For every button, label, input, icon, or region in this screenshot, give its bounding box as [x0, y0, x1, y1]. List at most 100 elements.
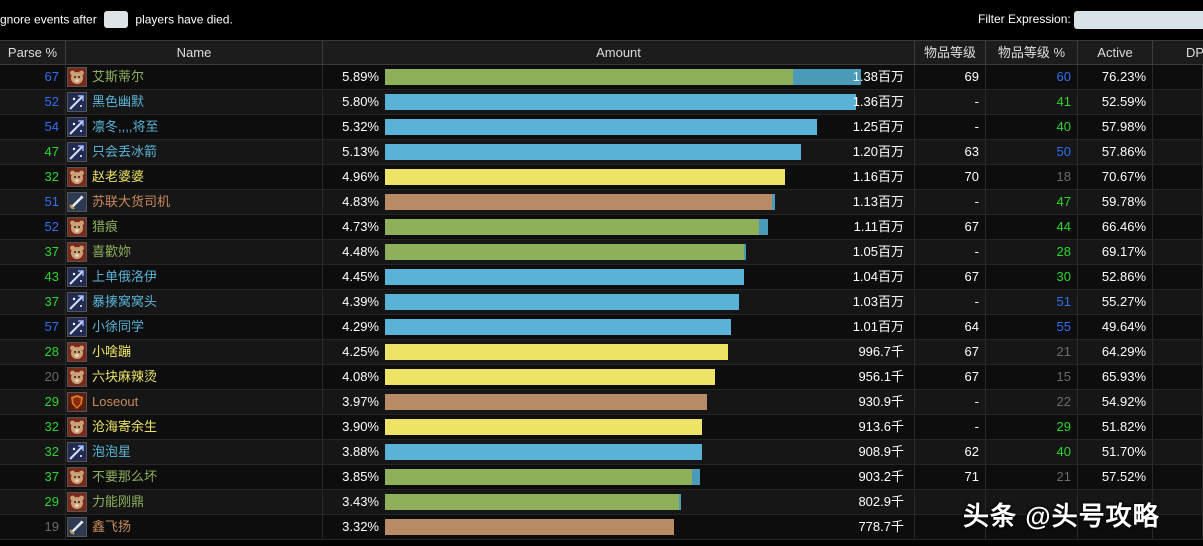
filter-expression-input[interactable]: [1074, 11, 1203, 29]
player-name[interactable]: 赵老婆婆: [92, 169, 145, 184]
player-name[interactable]: 苏联大货司机: [92, 194, 171, 209]
amount-value: 908.9千: [858, 444, 904, 459]
table-row[interactable]: 52 黑色幽默 5.80% 1.36百万 -41 52.59%: [0, 90, 1203, 115]
player-name-cell[interactable]: 猎痕: [66, 215, 323, 239]
table-row[interactable]: 32 沧海寄余生 3.90% 913.6千 -29 51.82%: [0, 415, 1203, 440]
amount-bar-secondary: [744, 244, 746, 260]
amount-percent: 3.88%: [342, 444, 379, 459]
player-name[interactable]: 鑫飞扬: [92, 519, 132, 534]
player-name-cell[interactable]: 喜歡妳: [66, 240, 323, 264]
player-name-cell[interactable]: 力能刚鼎: [66, 490, 323, 514]
item-level: 64: [915, 315, 986, 339]
player-name-cell[interactable]: Loseout: [66, 390, 323, 414]
ignore-deaths-input[interactable]: [104, 11, 129, 28]
parse-percent: 67: [0, 65, 66, 89]
dps-cell: [1153, 440, 1203, 464]
column-amount[interactable]: Amount: [323, 41, 915, 65]
player-name-cell[interactable]: 暴揍窝窝头: [66, 290, 323, 314]
dps-cell: [1153, 115, 1203, 139]
player-name[interactable]: 小徐同学: [92, 319, 145, 334]
active-percent: 55.27%: [1078, 290, 1153, 314]
player-name-cell[interactable]: 只会丢冰箭: [66, 140, 323, 164]
item-level: -: [915, 240, 986, 264]
player-name-cell[interactable]: 上单俄洛伊: [66, 265, 323, 289]
player-name-cell[interactable]: 沧海寄余生: [66, 415, 323, 439]
player-name-cell[interactable]: 小徐同学: [66, 315, 323, 339]
table-row[interactable]: 28 小啥蹦 4.25% 996.7千 67 21 64.29%: [0, 340, 1203, 365]
column-item-level[interactable]: 物品等级: [915, 41, 986, 65]
amount-percent: 4.48%: [342, 244, 379, 259]
watermark: 头条 @头号攻略: [963, 501, 1160, 531]
dps-cell: [1153, 490, 1203, 514]
player-name[interactable]: 凛冬,,,,将至: [92, 119, 159, 134]
table-row[interactable]: 29 Loseout 3.97% 930.9千 -22 54.92%: [0, 390, 1203, 415]
amount-percent: 4.45%: [342, 269, 379, 284]
amount-cell: 3.85% 903.2千: [323, 465, 915, 489]
player-name[interactable]: 艾斯蒂尔: [92, 69, 145, 84]
player-name[interactable]: 猎痕: [92, 219, 119, 234]
item-level: [915, 515, 986, 539]
table-row[interactable]: 57 小徐同学 4.29% 1.01百万 64 55 49.64%: [0, 315, 1203, 340]
player-name[interactable]: 力能刚鼎: [92, 494, 145, 509]
player-name-cell[interactable]: 苏联大货司机: [66, 190, 323, 214]
amount-value: 778.7千: [858, 519, 904, 534]
player-name[interactable]: 小啥蹦: [92, 344, 132, 359]
table-row[interactable]: 32 赵老婆婆 4.96% 1.16百万 70 18 70.67%: [0, 165, 1203, 190]
player-name[interactable]: 不要那么坏: [92, 469, 158, 484]
player-name[interactable]: 上单俄洛伊: [92, 269, 158, 284]
table-row[interactable]: 51 苏联大货司机 4.83% 1.13百万 -47 59.78%: [0, 190, 1203, 215]
dps-cell: [1153, 240, 1203, 264]
table-row[interactable]: 47 只会丢冰箭 5.13% 1.20百万 63 50 57.86%: [0, 140, 1203, 165]
player-name[interactable]: 泡泡星: [92, 444, 132, 459]
parse-percent: 37: [0, 465, 66, 489]
player-name[interactable]: Loseout: [92, 394, 139, 409]
player-name-cell[interactable]: 小啥蹦: [66, 340, 323, 364]
amount-bar: [385, 494, 679, 510]
amount-percent: 4.39%: [342, 294, 379, 309]
player-name[interactable]: 六块麻辣烫: [92, 369, 158, 384]
amount-bar: [385, 94, 856, 110]
item-level-percent: 44: [986, 215, 1078, 239]
table-row[interactable]: 32 泡泡星 3.88% 908.9千 62 40 51.70%: [0, 440, 1203, 465]
table-row[interactable]: 29 力能刚鼎 3.43% 802.9千: [0, 490, 1203, 515]
druid-bear-icon: [67, 67, 87, 87]
table-row[interactable]: 43 上单俄洛伊 4.45% 1.04百万 67 30 52.86%: [0, 265, 1203, 290]
player-name[interactable]: 只会丢冰箭: [92, 144, 158, 159]
amount-value: 1.03百万: [852, 294, 904, 309]
player-name[interactable]: 暴揍窝窝头: [92, 294, 158, 309]
player-name-cell[interactable]: 艾斯蒂尔: [66, 65, 323, 89]
dps-cell: [1153, 165, 1203, 189]
player-name-cell[interactable]: 六块麻辣烫: [66, 365, 323, 389]
table-row[interactable]: 37 暴揍窝窝头 4.39% 1.03百万 -51 55.27%: [0, 290, 1203, 315]
player-name-cell[interactable]: 泡泡星: [66, 440, 323, 464]
player-name[interactable]: 沧海寄余生: [92, 419, 158, 434]
column-name[interactable]: Name: [66, 41, 323, 65]
table-row[interactable]: 20 六块麻辣烫 4.08% 956.1千 67 15 65.93%: [0, 365, 1203, 390]
table-row[interactable]: 54 凛冬,,,,将至 5.32% 1.25百万 -40 57.98%: [0, 115, 1203, 140]
table-row[interactable]: 19 鑫飞扬 3.32% 778.7千: [0, 515, 1203, 540]
player-name-cell[interactable]: 赵老婆婆: [66, 165, 323, 189]
player-name[interactable]: 黑色幽默: [92, 94, 145, 109]
table-row[interactable]: 37 喜歡妳 4.48% 1.05百万 -28 69.17%: [0, 240, 1203, 265]
druid-bear-icon: [67, 342, 87, 362]
player-name-cell[interactable]: 凛冬,,,,将至: [66, 115, 323, 139]
player-name[interactable]: 喜歡妳: [92, 244, 132, 259]
item-level: 67: [915, 365, 986, 389]
column-dps[interactable]: DP: [1186, 45, 1203, 60]
column-item-level-pct[interactable]: 物品等级 %: [986, 41, 1078, 65]
item-level-percent: 60: [986, 65, 1078, 89]
amount-cell: 3.90% 913.6千: [323, 415, 915, 439]
column-parse[interactable]: Parse %: [0, 41, 66, 65]
column-active[interactable]: Active: [1078, 41, 1153, 65]
table-row[interactable]: 37 不要那么坏 3.85% 903.2千 71 21 57.52%: [0, 465, 1203, 490]
druid-bear-icon: [67, 417, 87, 437]
parse-percent: 51: [0, 190, 66, 214]
parse-percent: 47: [0, 140, 66, 164]
player-name-cell[interactable]: 鑫飞扬: [66, 515, 323, 539]
player-name-cell[interactable]: 黑色幽默: [66, 90, 323, 114]
table-row[interactable]: 67 艾斯蒂尔 5.89% 1.38百万 69 60 76.23%: [0, 65, 1203, 90]
frost-icon: [67, 442, 87, 462]
table-row[interactable]: 52 猎痕 4.73% 1.11百万 67 44 66.46%: [0, 215, 1203, 240]
player-name-cell[interactable]: 不要那么坏: [66, 465, 323, 489]
active-percent: 57.52%: [1078, 465, 1153, 489]
